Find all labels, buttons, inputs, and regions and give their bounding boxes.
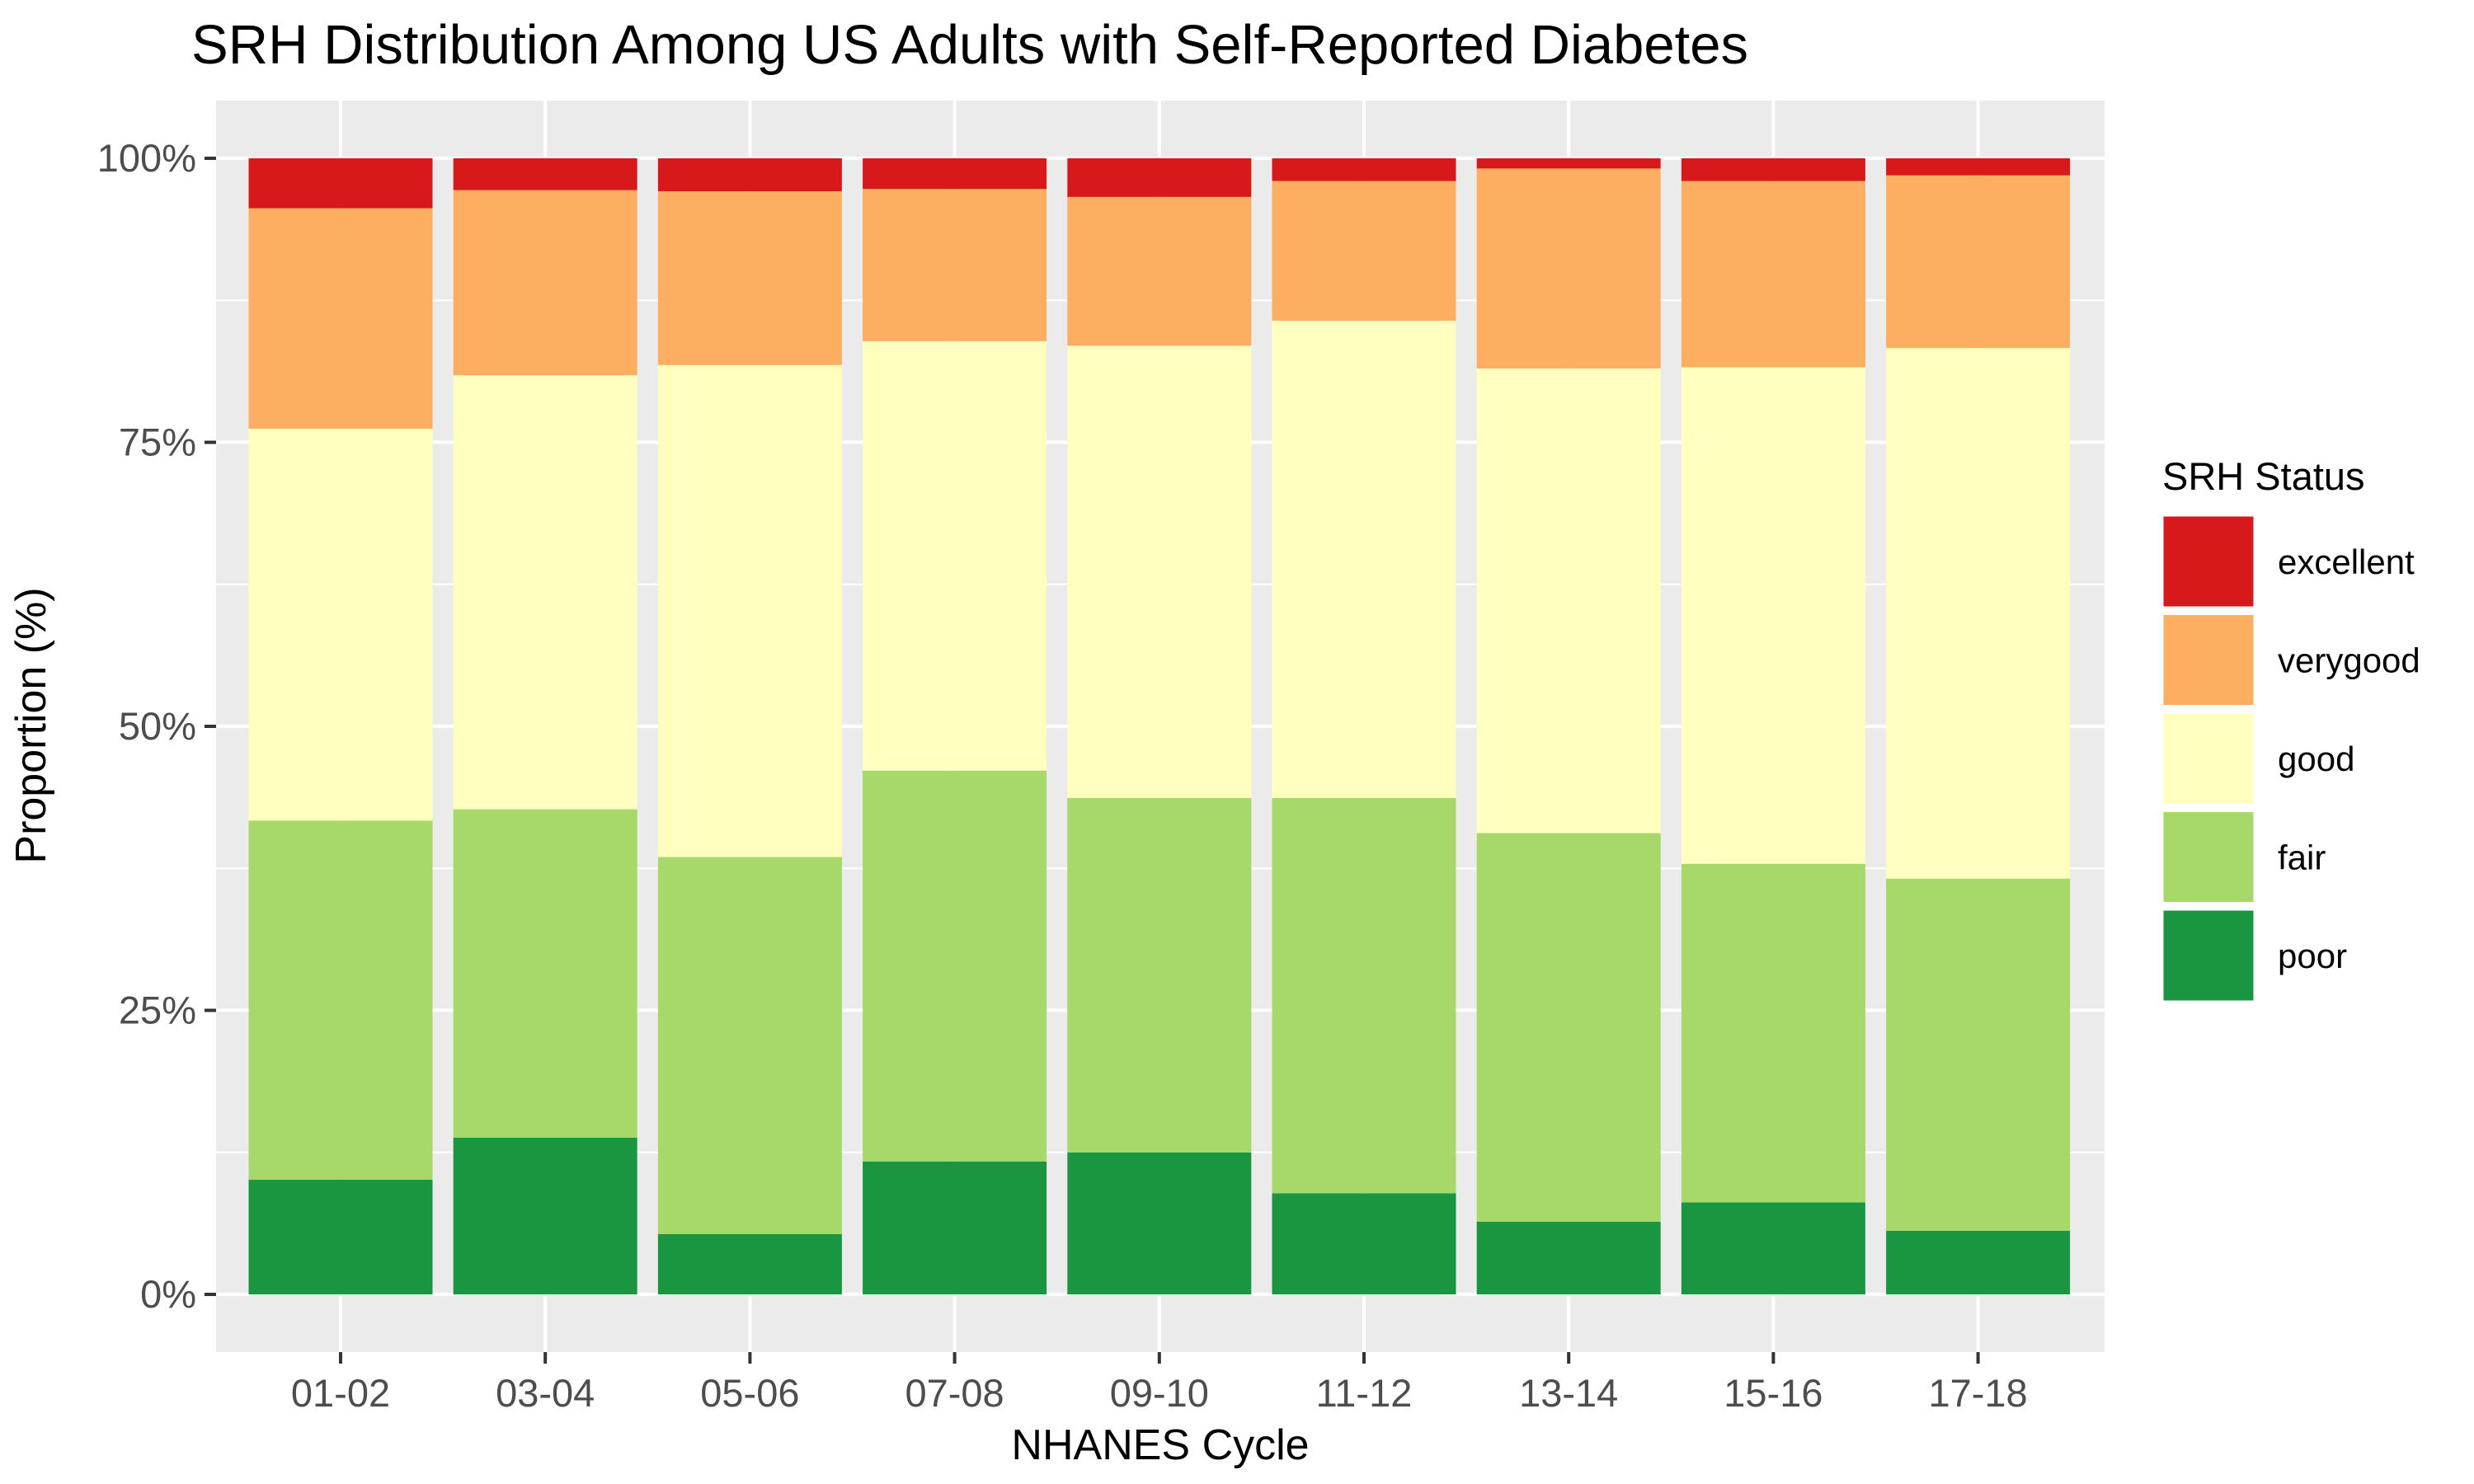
- bar-good-07-08: [863, 340, 1047, 771]
- x-tick-label: 11-12: [1316, 1371, 1413, 1415]
- legend-key-excellent: [2161, 514, 2256, 609]
- bar-good-17-18: [1886, 348, 2071, 879]
- bar-verygood-05-06: [657, 190, 842, 365]
- chart-title: SRH Distribution Among US Adults with Se…: [191, 14, 1748, 76]
- bar-good-11-12: [1272, 321, 1456, 798]
- bar-poor-15-16: [1681, 1202, 1865, 1294]
- bar-poor-17-18: [1886, 1230, 2071, 1294]
- x-tick-label: 07-08: [905, 1371, 1004, 1415]
- x-tick-label: 17-18: [1928, 1371, 2027, 1415]
- bar-excellent-03-04: [453, 158, 637, 190]
- bar-fair-15-16: [1681, 863, 1865, 1203]
- legend-key-fair: [2161, 810, 2256, 904]
- bar-poor-09-10: [1067, 1152, 1252, 1294]
- bars: [248, 158, 2071, 1294]
- bar-poor-13-14: [1476, 1221, 1661, 1294]
- legend-label-verygood: verygood: [2278, 641, 2420, 680]
- bar-excellent-05-06: [657, 158, 842, 191]
- bar-verygood-11-12: [1272, 181, 1456, 322]
- bar-verygood-17-18: [1886, 175, 2071, 349]
- bar-good-01-02: [248, 428, 433, 821]
- x-axis-title: NHANES Cycle: [1011, 1421, 1309, 1469]
- x-tick-label: 15-16: [1724, 1371, 1823, 1415]
- legend-label-fair: fair: [2278, 838, 2326, 877]
- bar-excellent-17-18: [1886, 158, 2071, 176]
- bar-verygood-01-02: [248, 208, 433, 429]
- bar-excellent-07-08: [863, 158, 1047, 190]
- bar-verygood-15-16: [1681, 181, 1865, 368]
- bar-poor-11-12: [1272, 1193, 1456, 1294]
- legend-key-verygood: [2161, 613, 2256, 707]
- bar-fair-09-10: [1067, 797, 1252, 1153]
- y-tick-label: 25%: [119, 989, 196, 1032]
- x-axis: 01-02 03-04 05-06 07-08 09-10 11-12 13-14 15-16…: [291, 1352, 2028, 1415]
- x-tick-label: 01-02: [291, 1371, 390, 1415]
- y-tick-label: 50%: [119, 704, 196, 748]
- x-tick-label: 05-06: [700, 1371, 799, 1415]
- bar-fair-01-02: [248, 820, 433, 1180]
- bar-excellent-09-10: [1067, 158, 1252, 197]
- bar-fair-17-18: [1886, 878, 2071, 1231]
- bar-verygood-13-14: [1476, 168, 1661, 369]
- bar-good-13-14: [1476, 368, 1661, 834]
- bar-good-09-10: [1067, 345, 1252, 798]
- legend-label-excellent: excellent: [2278, 542, 2415, 581]
- y-tick-label: 0%: [140, 1272, 196, 1316]
- bar-excellent-11-12: [1272, 158, 1456, 181]
- bar-good-05-06: [657, 364, 842, 857]
- legend: SRH Status excellent verygood good fair poor: [2161, 454, 2420, 1003]
- bar-good-03-04: [453, 375, 637, 810]
- bar-verygood-07-08: [863, 189, 1047, 341]
- y-axis: 0% 25% 50% 75% 100%: [97, 136, 216, 1316]
- bar-fair-03-04: [453, 809, 637, 1138]
- legend-title: SRH Status: [2162, 454, 2365, 498]
- y-tick-label: 75%: [119, 420, 196, 464]
- legend-key-poor: [2161, 908, 2256, 1003]
- bar-excellent-13-14: [1476, 158, 1661, 169]
- bar-verygood-03-04: [453, 190, 637, 376]
- x-tick-label: 09-10: [1110, 1371, 1209, 1415]
- y-axis-title: Proportion (%): [7, 587, 55, 863]
- bar-poor-05-06: [657, 1233, 842, 1294]
- legend-label-poor: poor: [2278, 937, 2347, 975]
- bar-excellent-01-02: [248, 158, 433, 209]
- bar-excellent-15-16: [1681, 158, 1865, 181]
- bar-good-15-16: [1681, 367, 1865, 864]
- bar-fair-11-12: [1272, 797, 1456, 1194]
- y-tick-label: 100%: [97, 136, 196, 180]
- bar-poor-07-08: [863, 1161, 1047, 1294]
- x-tick-label: 13-14: [1519, 1371, 1618, 1415]
- bar-fair-07-08: [863, 770, 1047, 1162]
- x-tick-label: 03-04: [496, 1371, 595, 1415]
- legend-label-good: good: [2278, 740, 2354, 778]
- bar-poor-03-04: [453, 1137, 637, 1294]
- bar-fair-05-06: [657, 857, 842, 1234]
- bar-verygood-09-10: [1067, 196, 1252, 346]
- bar-poor-01-02: [248, 1179, 433, 1294]
- legend-key-good: [2161, 711, 2256, 806]
- bar-fair-13-14: [1476, 833, 1661, 1222]
